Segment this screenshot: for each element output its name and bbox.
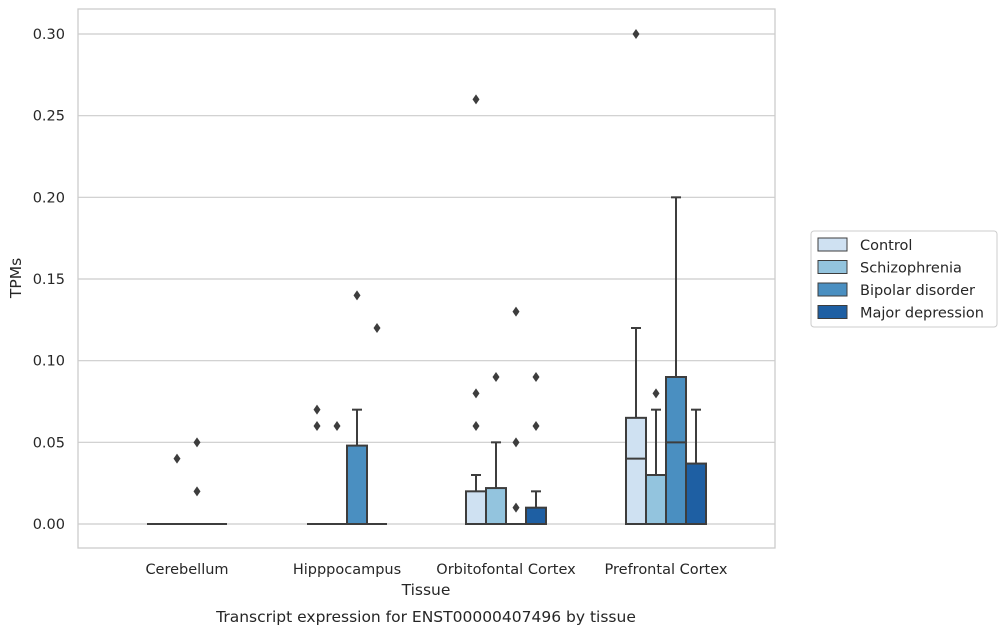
outlier-point <box>492 372 500 382</box>
legend-swatch <box>817 305 848 319</box>
y-axis-title: TPMs <box>7 258 25 299</box>
box-body <box>625 416 647 526</box>
box-major-depression <box>367 323 387 525</box>
chart-caption: Transcript expression for ENST0000040749… <box>215 608 636 626</box>
y-tick-label: 0.30 <box>33 27 65 43</box>
boxes-layer <box>147 29 707 526</box>
y-tick-label: 0.10 <box>33 354 65 370</box>
outlier-point <box>512 437 520 448</box>
x-tick-label: Orbitofontal Cortex <box>436 562 576 578</box>
legend-label: Major depression <box>860 306 984 322</box>
outlier-point <box>532 421 540 431</box>
outlier-point <box>512 502 520 513</box>
legend-frame <box>810 230 998 328</box>
legend-swatch <box>817 237 848 252</box>
outlier-point <box>353 290 361 301</box>
outlier-point <box>472 421 480 431</box>
box-schizophrenia <box>485 372 507 526</box>
box-bipolar-disorder <box>187 437 207 525</box>
outlier-point <box>333 421 341 431</box>
box-body <box>346 444 368 526</box>
y-tick-label: 0.20 <box>33 190 65 206</box>
outlier-point <box>173 453 181 464</box>
box-body <box>665 376 687 525</box>
box-major-depression <box>685 408 707 526</box>
box-control <box>307 404 327 525</box>
outlier-point <box>313 404 321 415</box>
y-tick-label: 0.25 <box>33 109 65 125</box>
outlier-point <box>193 486 201 497</box>
box-body <box>685 462 707 526</box>
outlier-point <box>472 388 480 399</box>
legend-label: Bipolar disorder <box>860 283 975 299</box>
legend-label: Schizophrenia <box>860 261 962 277</box>
box-bipolar-disorder <box>665 196 687 525</box>
box-bipolar-disorder <box>506 306 526 525</box>
outlier-point <box>652 388 660 399</box>
box-major-depression <box>525 372 547 525</box>
x-tick-label: Cerebellum <box>145 562 228 578</box>
outlier-point <box>472 94 480 105</box>
plot-area <box>77 8 776 549</box>
y-tick-label: 0.15 <box>33 272 65 288</box>
x-tick-label: Hipppocampus <box>293 562 401 578</box>
x-axis-title: Tissue <box>401 581 451 599</box>
x-axis-ticks: Cerebellum Hipppocampus Orbitofontal Corte… <box>145 562 727 578</box>
box-control <box>465 94 487 526</box>
y-tick-label: 0.05 <box>33 435 65 451</box>
outlier-point <box>373 323 381 333</box>
legend-swatch <box>817 260 848 274</box>
box-body <box>465 490 487 526</box>
box-schizophrenia <box>327 421 347 525</box>
box-schizophrenia <box>645 388 667 525</box>
outlier-point <box>632 29 640 39</box>
box-body <box>485 487 507 526</box>
box-body <box>525 506 547 525</box>
legend-label: Control <box>860 238 912 254</box>
box-schizophrenia <box>167 453 187 525</box>
y-axis-ticks: 0.00 0.05 0.10 0.15 0.20 0.25 0.30 <box>33 27 65 533</box>
legend: Control Schizophrenia Bipolar disorder Majo… <box>810 230 998 328</box>
legend-swatch <box>817 282 848 297</box>
x-tick-label: Prefrontal Cortex <box>605 562 728 578</box>
outlier-point <box>512 306 520 317</box>
outlier-point <box>313 421 321 431</box>
box-control <box>625 29 647 526</box>
y-tick-label: 0.00 <box>33 517 65 533</box>
outlier-point <box>193 437 201 448</box>
box-body <box>645 474 667 525</box>
box-bipolar-disorder <box>346 290 368 526</box>
outlier-point <box>532 372 540 382</box>
